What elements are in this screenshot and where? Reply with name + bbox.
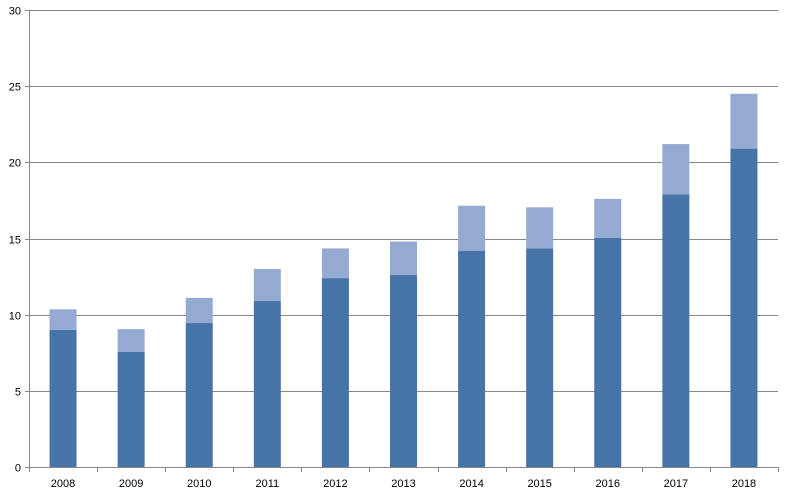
- bar-segment-lower-2018: [730, 148, 758, 467]
- y-tick-labels: 0 5 10 15 20 25 30: [9, 6, 21, 475]
- gridlines: [29, 10, 778, 392]
- bar-segment-upper-2008: [49, 309, 77, 330]
- bar-segment-lower-2014: [458, 250, 486, 467]
- x-tick-label: 2009: [119, 478, 143, 490]
- bar-segment-upper-2013: [390, 241, 417, 276]
- x-tick-label: 2010: [187, 478, 211, 490]
- bar-segment-lower-2012: [321, 278, 349, 467]
- bar-segment-upper-2017: [662, 144, 690, 195]
- bar-segment-upper-2015: [526, 207, 554, 249]
- y-tick-label: 10: [9, 311, 21, 323]
- y-tick-label: 20: [9, 158, 21, 170]
- x-tick-label: 2014: [459, 478, 483, 490]
- x-tick-label: 2018: [732, 478, 756, 490]
- x-tick-label: 2008: [51, 478, 75, 490]
- bar-segment-lower-2016: [594, 237, 622, 467]
- x-tick-labels: 2008 2009 2010 2011 2012 2013 2014 2015 2016 2017…: [51, 478, 756, 490]
- bar-segment-lower-2015: [526, 248, 554, 467]
- bar-segment-lower-2009: [117, 351, 145, 467]
- bar-segment-upper-2012: [321, 248, 349, 279]
- x-tick-label: 2011: [255, 478, 279, 490]
- bar-segment-upper-2010: [185, 297, 213, 324]
- bar-segment-upper-2011: [253, 268, 281, 301]
- bar-segment-lower-2008: [49, 329, 77, 467]
- x-tick-label: 2017: [664, 478, 688, 490]
- y-tick-label: 25: [9, 82, 21, 94]
- x-tick-label: 2016: [596, 478, 620, 490]
- y-tick-label: 15: [9, 235, 21, 247]
- bar-segment-upper-2018: [730, 93, 758, 149]
- bar-segment-upper-2014: [458, 205, 486, 251]
- x-tick-label: 2012: [323, 478, 347, 490]
- bar-segment-upper-2009: [117, 329, 145, 352]
- bar-segment-lower-2010: [185, 323, 213, 467]
- x-tick-label: 2013: [391, 478, 415, 490]
- bar-segment-upper-2016: [594, 198, 622, 238]
- y-tick-label: 0: [15, 463, 21, 475]
- bars: [49, 93, 758, 467]
- bar-segment-lower-2013: [390, 275, 417, 467]
- bar-segment-lower-2017: [662, 194, 690, 467]
- y-tick-label: 30: [9, 6, 21, 18]
- x-tick-label: 2015: [527, 478, 551, 490]
- bar-segment-lower-2011: [253, 300, 281, 467]
- axes: [25, 10, 779, 472]
- y-tick-label: 5: [15, 387, 21, 399]
